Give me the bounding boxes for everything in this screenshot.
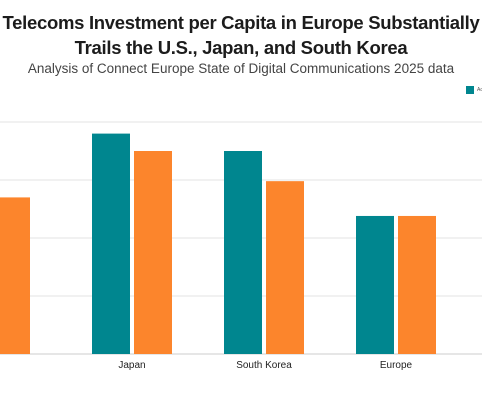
bar (356, 215, 394, 354)
legend-swatch (466, 86, 474, 94)
bar (0, 197, 30, 354)
bar (224, 151, 262, 354)
legend-label: Ac (477, 87, 482, 93)
chart-subtitle: Analysis of Connect Europe State of Digi… (27, 61, 455, 76)
bar (398, 215, 436, 354)
x-tick-label: South Korea (236, 360, 292, 371)
chart-title-line-1: Telecoms Investment per Capita in Europe… (2, 12, 480, 33)
bar (266, 181, 304, 354)
legend: Ac (466, 86, 482, 94)
x-tick-label: Japan (118, 360, 145, 371)
bar (92, 133, 130, 354)
chart-title: Telecoms Investment per Capita in Europe… (0, 10, 482, 60)
x-tick-label: Europe (380, 360, 413, 371)
bar (134, 151, 172, 354)
chart-title-line-2: Trails the U.S., Japan, and South Korea (74, 37, 408, 58)
